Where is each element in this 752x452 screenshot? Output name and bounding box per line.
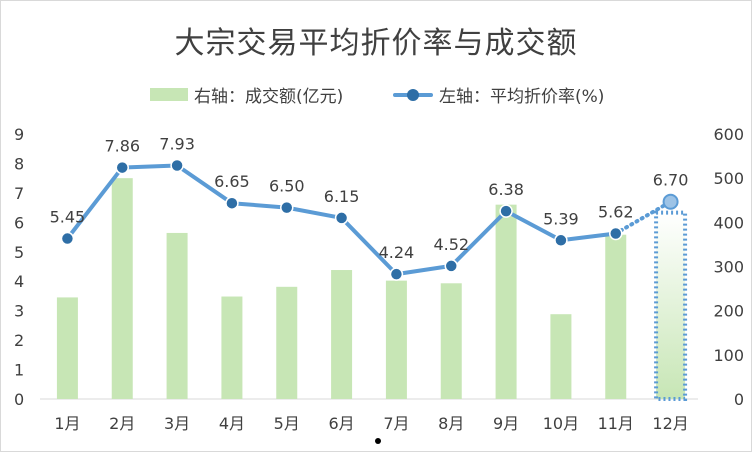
legend: 右轴：成交额(亿元) 左轴：平均折价率(%) bbox=[0, 82, 752, 107]
data-label: 4.52 bbox=[433, 235, 469, 254]
x-axis-tick: 4月 bbox=[219, 414, 245, 433]
bar bbox=[385, 280, 407, 399]
data-label: 6.50 bbox=[269, 177, 305, 196]
x-axis-tick: 11月 bbox=[598, 414, 634, 433]
data-label: 5.45 bbox=[50, 208, 86, 227]
point bbox=[609, 226, 623, 241]
x-axis-tick: 1月 bbox=[54, 414, 80, 433]
left-axis-tick: 6 bbox=[14, 213, 24, 232]
left-axis-tick: 7 bbox=[14, 184, 24, 203]
right-axis-tick: 600 bbox=[713, 125, 744, 144]
bar bbox=[605, 234, 627, 399]
x-axis-tick: 5月 bbox=[274, 414, 300, 433]
legend-item-volume: 右轴：成交额(亿元) bbox=[150, 82, 343, 107]
x-axis-tick: 9月 bbox=[493, 414, 519, 433]
x-axis-tick: 3月 bbox=[164, 414, 190, 433]
left-axis-tick: 1 bbox=[14, 361, 24, 380]
left-axis-tick: 3 bbox=[14, 302, 24, 321]
x-axis-tick: 12月 bbox=[652, 414, 688, 433]
left-axis-tick: 9 bbox=[14, 125, 24, 144]
bar-highlight bbox=[654, 210, 688, 401]
bar bbox=[276, 286, 298, 399]
right-axis-tick: 500 bbox=[713, 169, 744, 188]
point bbox=[444, 259, 458, 273]
point bbox=[280, 200, 294, 215]
x-axis-tick: 7月 bbox=[383, 414, 409, 433]
data-label: 6.15 bbox=[324, 187, 360, 206]
point bbox=[554, 233, 568, 248]
bar bbox=[550, 314, 572, 399]
legend-item-discount: 左轴：平均折价率(%) bbox=[393, 82, 604, 107]
point bbox=[334, 211, 349, 225]
point bbox=[60, 231, 75, 246]
point bbox=[389, 267, 404, 281]
data-label: 6.65 bbox=[214, 172, 250, 191]
legend-line-swatch bbox=[393, 88, 433, 102]
right-axis-tick: 300 bbox=[713, 258, 744, 277]
x-axis-tick: 8月 bbox=[438, 414, 464, 433]
legend-label-volume: 右轴：成交额(亿元) bbox=[194, 87, 344, 107]
legend-bar-swatch bbox=[150, 88, 188, 101]
bar bbox=[56, 297, 78, 399]
bar bbox=[331, 270, 353, 399]
data-label: 4.24 bbox=[379, 243, 415, 262]
point bbox=[170, 158, 184, 173]
x-axis-tick: 10月 bbox=[543, 414, 579, 433]
data-label: 5.39 bbox=[543, 209, 579, 228]
left-axis-tick: 5 bbox=[14, 243, 24, 262]
x-axis-tick: 6月 bbox=[328, 414, 354, 433]
point-highlight bbox=[662, 193, 679, 210]
data-label: 6.38 bbox=[488, 180, 524, 199]
data-label: 5.62 bbox=[598, 203, 634, 222]
bar bbox=[166, 232, 188, 399]
legend-label-discount: 左轴：平均折价率(%) bbox=[439, 87, 605, 107]
right-axis-tick: 400 bbox=[713, 213, 744, 232]
left-axis-tick: 0 bbox=[14, 390, 24, 409]
bar bbox=[221, 296, 243, 399]
point bbox=[115, 160, 129, 175]
left-axis-tick: 8 bbox=[14, 154, 24, 173]
bar bbox=[440, 283, 462, 399]
bar bbox=[111, 178, 133, 399]
chart-title: 大宗交易平均折价率与成交额 bbox=[174, 26, 578, 61]
x-axis-tick: 2月 bbox=[109, 414, 135, 433]
left-axis-tick: 2 bbox=[14, 331, 24, 350]
left-axis-tick: 4 bbox=[14, 272, 24, 291]
right-axis-tick: 100 bbox=[713, 346, 744, 365]
series-line-dotted bbox=[613, 199, 673, 236]
data-label: 7.93 bbox=[159, 135, 195, 154]
point bbox=[499, 204, 513, 218]
right-axis-tick: 200 bbox=[713, 302, 744, 321]
right-axis-tick: 0 bbox=[734, 390, 744, 409]
point bbox=[225, 196, 239, 210]
data-label: 7.86 bbox=[104, 137, 140, 156]
bar bbox=[495, 204, 517, 399]
data-label: 6.70 bbox=[653, 171, 689, 190]
page-indicator-dot bbox=[375, 438, 381, 444]
